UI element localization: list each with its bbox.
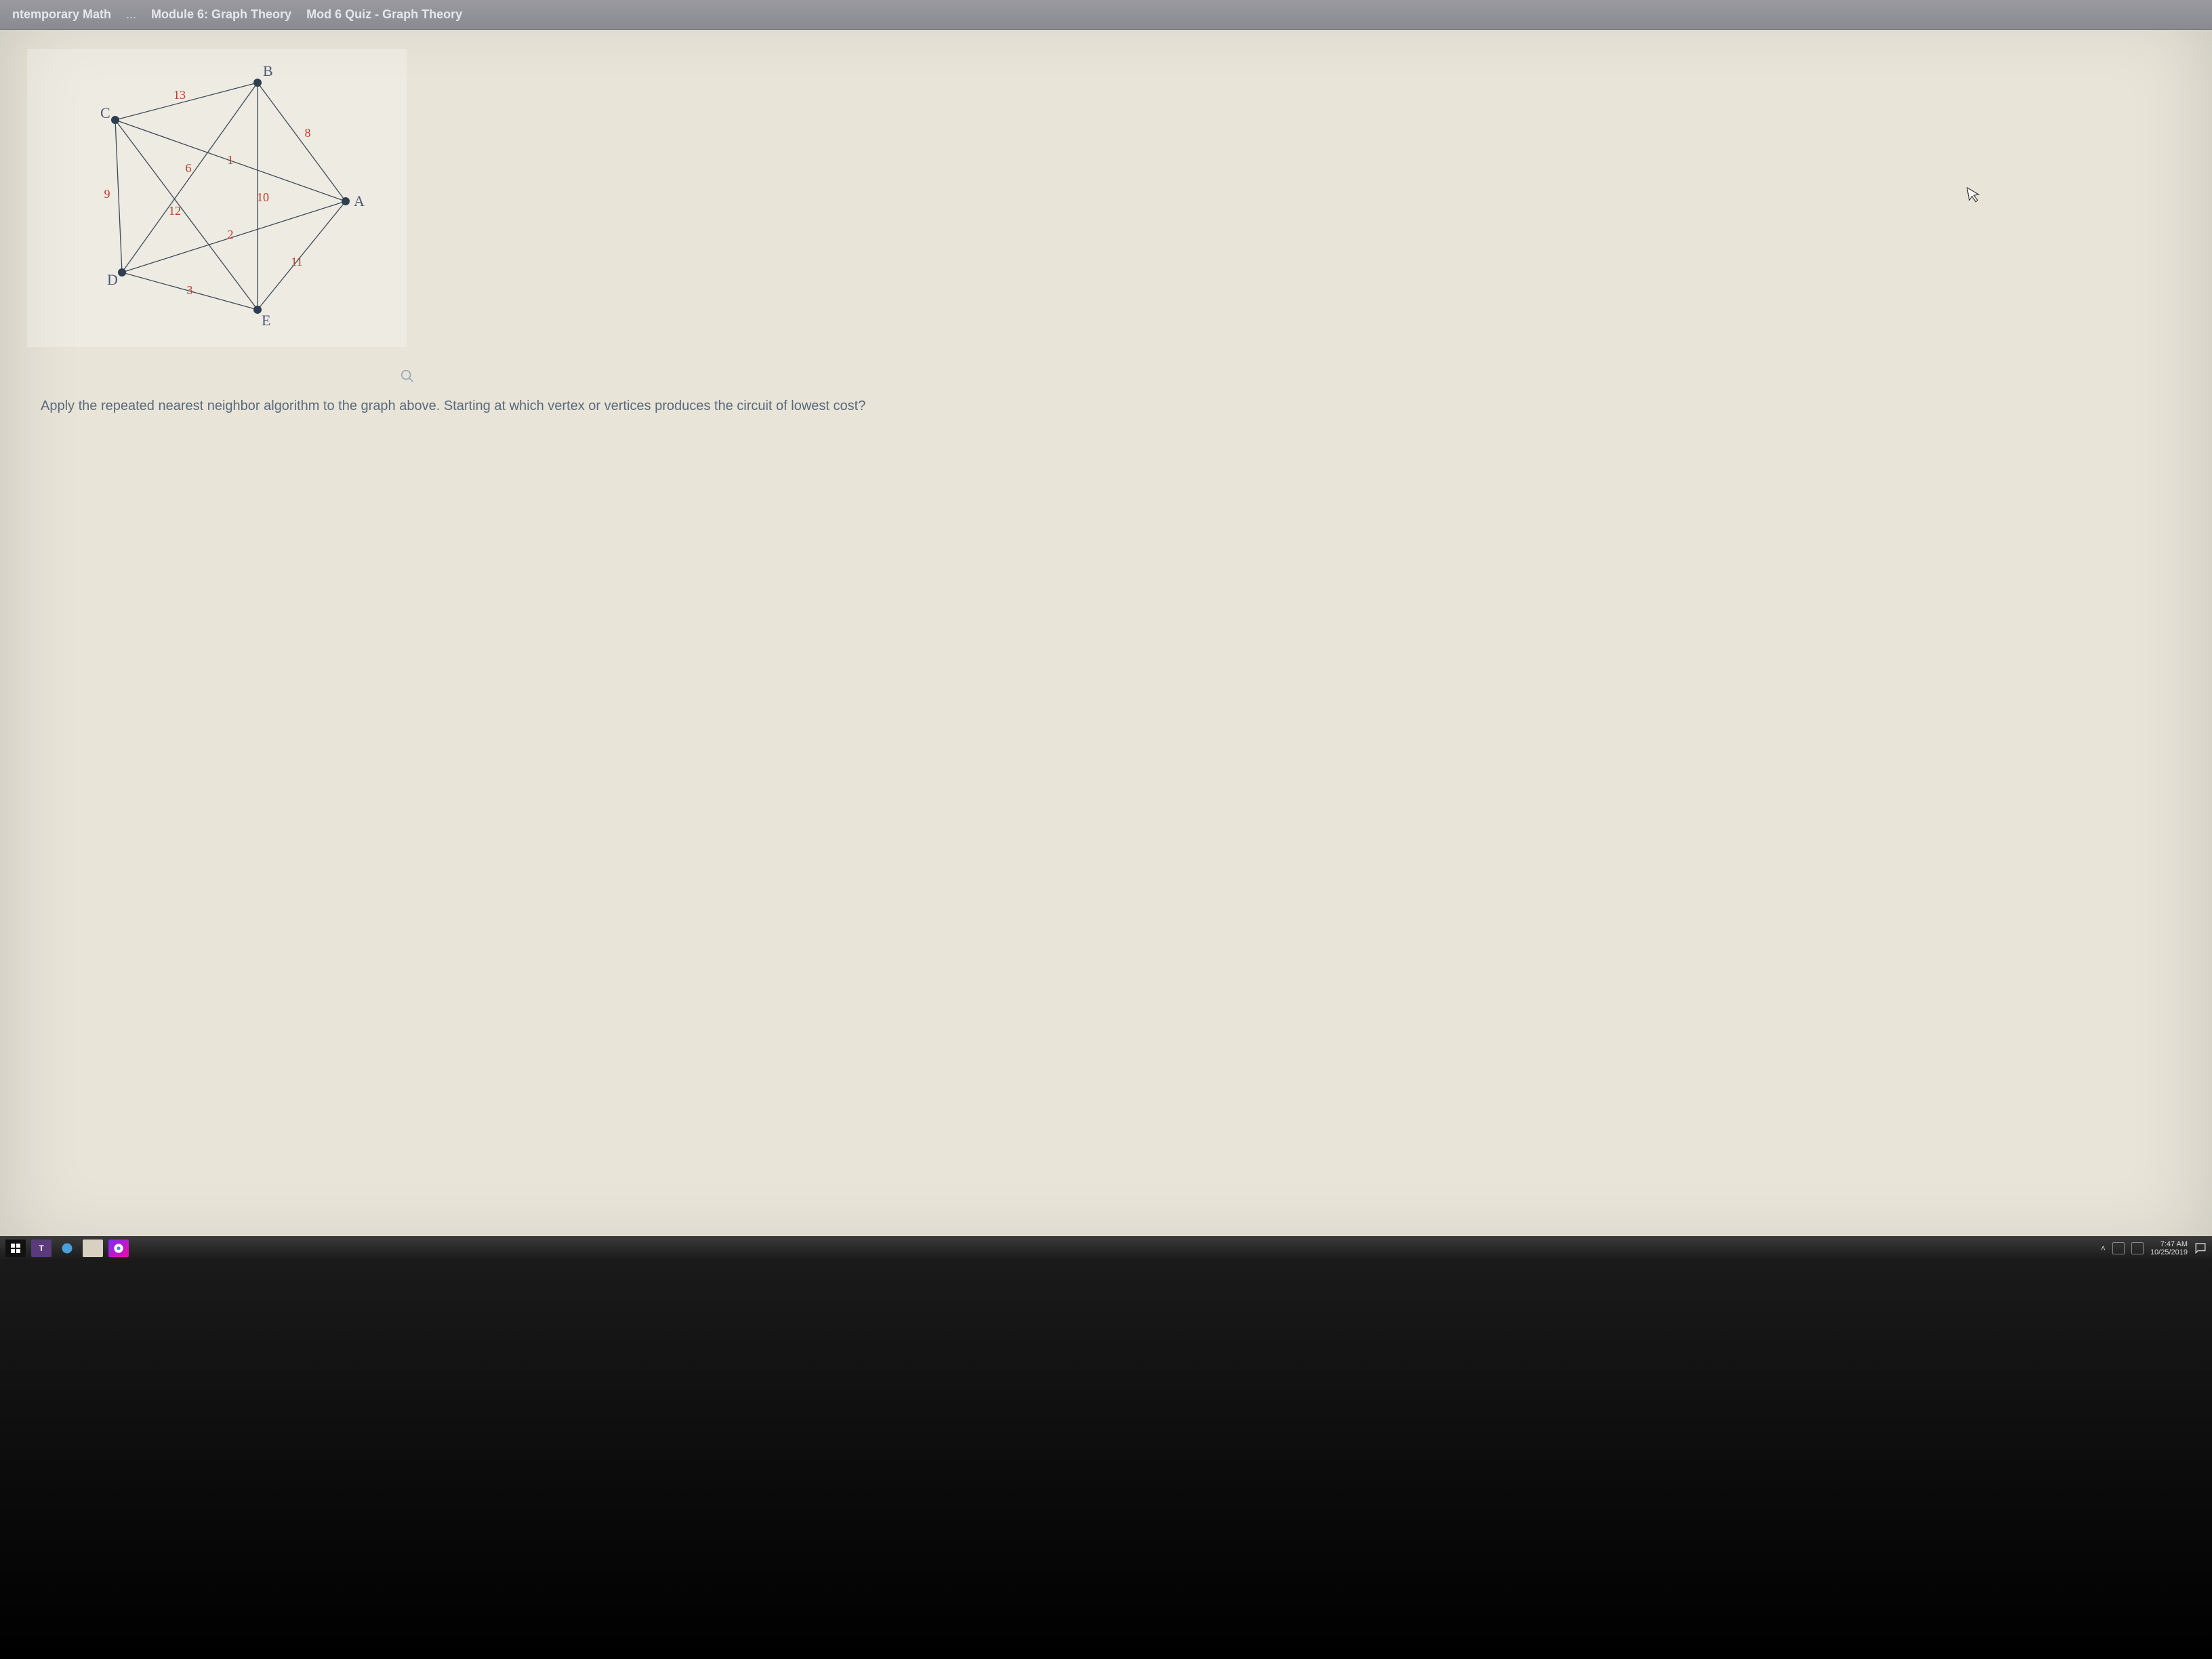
edge-weight: 6 bbox=[186, 161, 192, 175]
taskbar-app-3[interactable] bbox=[83, 1240, 103, 1257]
crumb-page[interactable]: Mod 6 Quiz - Graph Theory bbox=[306, 7, 462, 22]
graph-edge bbox=[258, 83, 346, 201]
vertex-label: B bbox=[263, 62, 273, 79]
graph-vertex bbox=[118, 268, 126, 276]
edge-weight: 10 bbox=[257, 190, 269, 204]
edge-weight: 2 bbox=[228, 228, 234, 241]
laptop-bezel bbox=[0, 1261, 2212, 1659]
taskbar-clock[interactable]: 7:47 AM 10/25/2019 bbox=[2150, 1240, 2188, 1256]
clock-date: 10/25/2019 bbox=[2150, 1248, 2188, 1256]
content-area: 81211131210963 ABCDE Apply the repeated … bbox=[0, 30, 2212, 1261]
graph-edge bbox=[115, 120, 258, 310]
vertex-label: E bbox=[262, 312, 270, 329]
breadcrumb: ntemporary Math ... Module 6: Graph Theo… bbox=[0, 0, 2212, 30]
edge-weight: 8 bbox=[305, 126, 311, 140]
taskbar-left: T bbox=[5, 1240, 129, 1257]
graph-panel: 81211131210963 ABCDE bbox=[27, 49, 407, 347]
mouse-cursor-icon bbox=[1966, 185, 1983, 209]
taskbar-app-chrome[interactable] bbox=[108, 1240, 129, 1257]
vertex-label: C bbox=[100, 104, 110, 121]
graph-vertex bbox=[342, 197, 350, 205]
tray-icon-1[interactable] bbox=[2112, 1242, 2125, 1254]
vertex-label: A bbox=[354, 192, 365, 209]
graph-edge bbox=[115, 120, 122, 272]
graph-edge bbox=[122, 201, 346, 272]
notifications-icon[interactable] bbox=[2194, 1242, 2207, 1256]
tray-battery-icon[interactable] bbox=[2131, 1242, 2144, 1254]
graph-edge bbox=[115, 83, 258, 120]
edge-weight: 3 bbox=[187, 283, 193, 297]
taskbar-app-1[interactable]: T bbox=[31, 1240, 52, 1257]
crumb-course[interactable]: ntemporary Math bbox=[12, 7, 111, 22]
edge-weight: 11 bbox=[291, 255, 302, 268]
question-text: Apply the repeated nearest neighbor algo… bbox=[41, 396, 2171, 416]
tray-chevron-icon[interactable]: ˄ bbox=[2101, 1244, 2106, 1253]
crumb-module[interactable]: Module 6: Graph Theory bbox=[151, 7, 291, 22]
graph-vertex bbox=[111, 116, 119, 124]
zoom-icon[interactable] bbox=[400, 369, 415, 388]
graph-edge bbox=[122, 83, 258, 272]
vertex-label: D bbox=[107, 271, 118, 288]
clock-time: 7:47 AM bbox=[2150, 1240, 2188, 1248]
screen-area: ntemporary Math ... Module 6: Graph Theo… bbox=[0, 0, 2212, 1261]
edge-weight: 9 bbox=[104, 187, 110, 201]
taskbar[interactable]: T ˄ 7:47 AM 10/25/2019 bbox=[0, 1236, 2212, 1261]
crumb-sep: ... bbox=[126, 7, 136, 22]
graph-vertex bbox=[253, 79, 262, 87]
graph-svg: 81211131210963 ABCDE bbox=[27, 49, 407, 347]
edge-weight: 12 bbox=[169, 204, 181, 218]
edge-weight: 1 bbox=[228, 153, 234, 167]
edge-weight: 13 bbox=[173, 88, 186, 102]
taskbar-right: ˄ 7:47 AM 10/25/2019 bbox=[2101, 1240, 2207, 1256]
taskbar-app-edge[interactable] bbox=[57, 1240, 77, 1257]
start-button[interactable] bbox=[5, 1240, 26, 1257]
graph-vertex bbox=[253, 306, 262, 314]
